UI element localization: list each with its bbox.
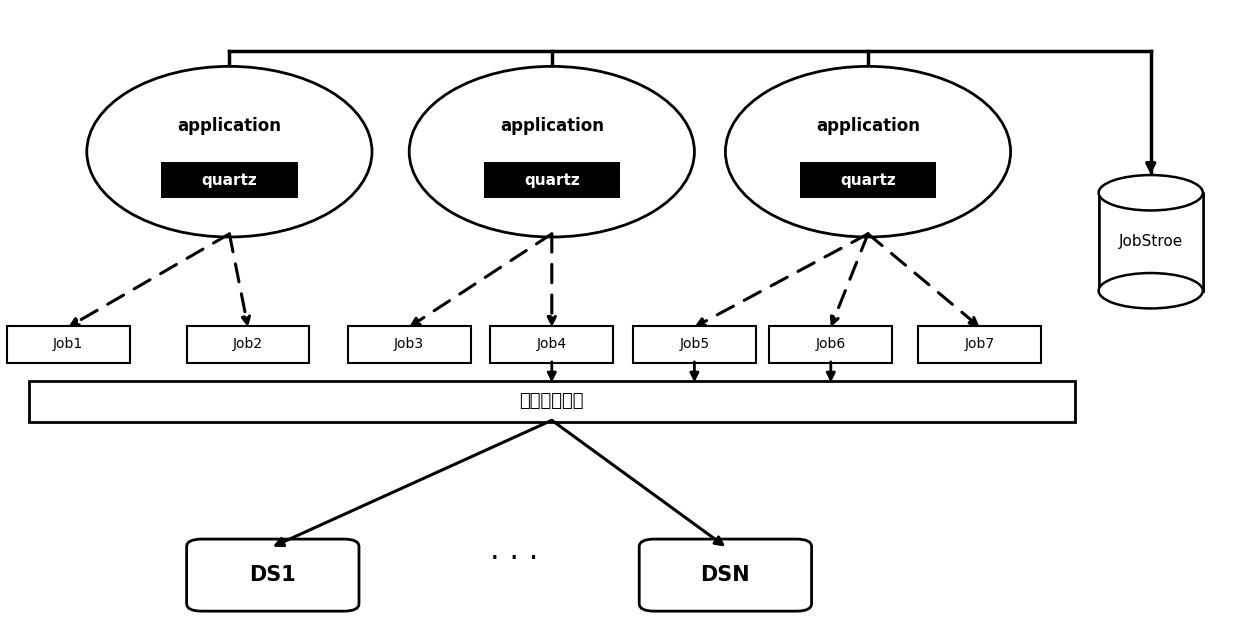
Text: DSN: DSN <box>701 565 750 585</box>
Text: · · ·: · · · <box>490 545 539 574</box>
Text: Job3: Job3 <box>394 337 424 351</box>
Text: Job6: Job6 <box>816 337 846 351</box>
Text: application: application <box>177 118 281 135</box>
FancyBboxPatch shape <box>484 162 620 198</box>
Text: application: application <box>500 118 604 135</box>
Ellipse shape <box>1099 175 1203 210</box>
Text: DS1: DS1 <box>249 565 296 585</box>
FancyBboxPatch shape <box>187 326 310 363</box>
FancyBboxPatch shape <box>347 326 471 363</box>
FancyBboxPatch shape <box>918 326 1042 363</box>
FancyBboxPatch shape <box>634 326 756 363</box>
FancyBboxPatch shape <box>640 539 811 611</box>
FancyBboxPatch shape <box>769 326 893 363</box>
FancyBboxPatch shape <box>186 539 360 611</box>
Text: Job4: Job4 <box>537 337 567 351</box>
Text: application: application <box>816 118 920 135</box>
Text: 租户数据路由: 租户数据路由 <box>520 392 584 410</box>
Text: JobStroe: JobStroe <box>1118 234 1183 249</box>
FancyBboxPatch shape <box>491 326 614 363</box>
FancyBboxPatch shape <box>800 162 936 198</box>
Text: quartz: quartz <box>525 173 579 188</box>
FancyBboxPatch shape <box>161 162 298 198</box>
Text: Job2: Job2 <box>233 337 263 351</box>
Ellipse shape <box>87 66 372 237</box>
Ellipse shape <box>409 66 694 237</box>
Text: Job5: Job5 <box>680 337 709 351</box>
Text: Job7: Job7 <box>965 337 994 351</box>
FancyBboxPatch shape <box>1099 193 1203 291</box>
Ellipse shape <box>725 66 1011 237</box>
FancyBboxPatch shape <box>29 381 1075 422</box>
FancyBboxPatch shape <box>7 326 130 363</box>
Text: quartz: quartz <box>202 173 257 188</box>
Text: quartz: quartz <box>841 173 895 188</box>
Ellipse shape <box>1099 273 1203 308</box>
Text: Job1: Job1 <box>53 337 83 351</box>
